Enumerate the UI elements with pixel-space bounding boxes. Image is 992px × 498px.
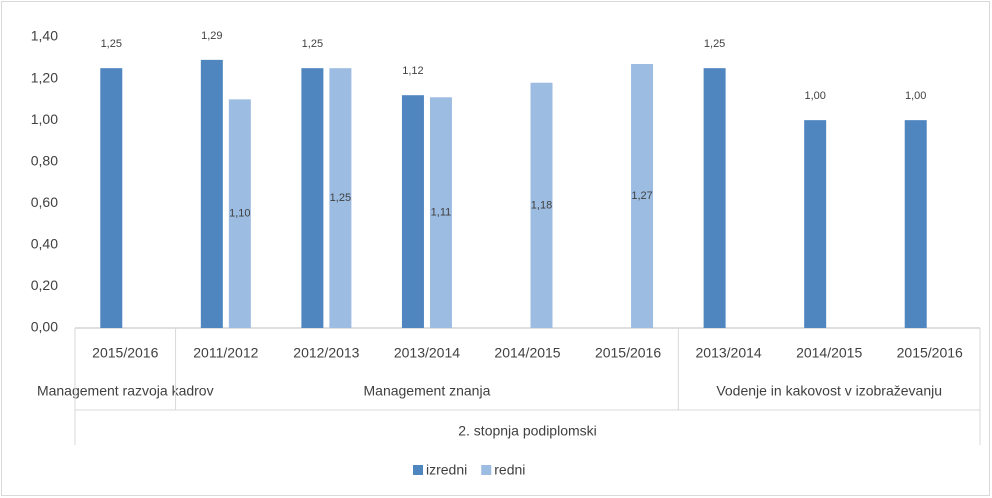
group-label: Management razvoja kadrov bbox=[37, 383, 214, 399]
data-label: 1,10 bbox=[229, 208, 250, 220]
data-label: 1,25 bbox=[704, 38, 725, 50]
group-label: Vodenje in kakovost v izobraževanju bbox=[716, 383, 942, 399]
x-tick-label: 2015/2016 bbox=[897, 345, 963, 361]
data-label: 1,25 bbox=[330, 192, 351, 204]
data-label: 1,00 bbox=[804, 90, 825, 102]
data-label: 1,12 bbox=[402, 65, 423, 77]
x-tick-label: 2012/2013 bbox=[293, 345, 359, 361]
data-label: 1,27 bbox=[631, 190, 652, 202]
bar bbox=[228, 99, 251, 328]
y-tick-label: 0,00 bbox=[31, 319, 58, 335]
data-label: 1,29 bbox=[201, 30, 222, 42]
bar bbox=[703, 68, 726, 328]
y-tick-label: 1,00 bbox=[31, 111, 58, 127]
legend-swatch bbox=[481, 465, 492, 475]
supergroup-label: 2. stopnja podiplomski bbox=[458, 423, 597, 439]
x-tick-label: 2013/2014 bbox=[394, 345, 460, 361]
bar bbox=[100, 68, 123, 328]
y-tick-label: 0,20 bbox=[31, 277, 58, 293]
data-label: 1,11 bbox=[431, 207, 452, 219]
y-tick-label: 0,40 bbox=[31, 236, 58, 252]
y-tick-label: 1,20 bbox=[31, 69, 58, 85]
x-tick-label: 2015/2016 bbox=[595, 345, 661, 361]
x-tick-label: 2011/2012 bbox=[193, 345, 258, 361]
group-label: Management znanja bbox=[364, 383, 491, 399]
bar bbox=[904, 120, 927, 329]
bar bbox=[401, 95, 424, 328]
bar bbox=[200, 59, 223, 328]
legend-swatch bbox=[413, 465, 423, 475]
bar bbox=[804, 120, 827, 329]
data-label: 1,00 bbox=[905, 90, 926, 102]
legend-label: redni bbox=[494, 462, 525, 478]
data-label: 1,25 bbox=[101, 38, 122, 50]
x-tick-label: 2014/2015 bbox=[796, 345, 862, 361]
data-label: 1,18 bbox=[531, 199, 552, 211]
bar bbox=[530, 82, 553, 328]
data-label: 1,25 bbox=[302, 38, 323, 50]
bar bbox=[301, 68, 324, 328]
y-tick-label: 1,40 bbox=[31, 28, 58, 44]
x-tick-label: 2013/2014 bbox=[696, 345, 762, 361]
bar bbox=[429, 97, 452, 329]
legend-label: izredni bbox=[426, 462, 467, 478]
x-tick-label: 2015/2016 bbox=[92, 345, 158, 361]
y-tick-label: 0,80 bbox=[31, 152, 58, 168]
y-tick-label: 0,60 bbox=[31, 194, 58, 210]
bar bbox=[329, 68, 352, 328]
bar bbox=[631, 64, 654, 329]
x-tick-label: 2014/2015 bbox=[494, 345, 560, 361]
